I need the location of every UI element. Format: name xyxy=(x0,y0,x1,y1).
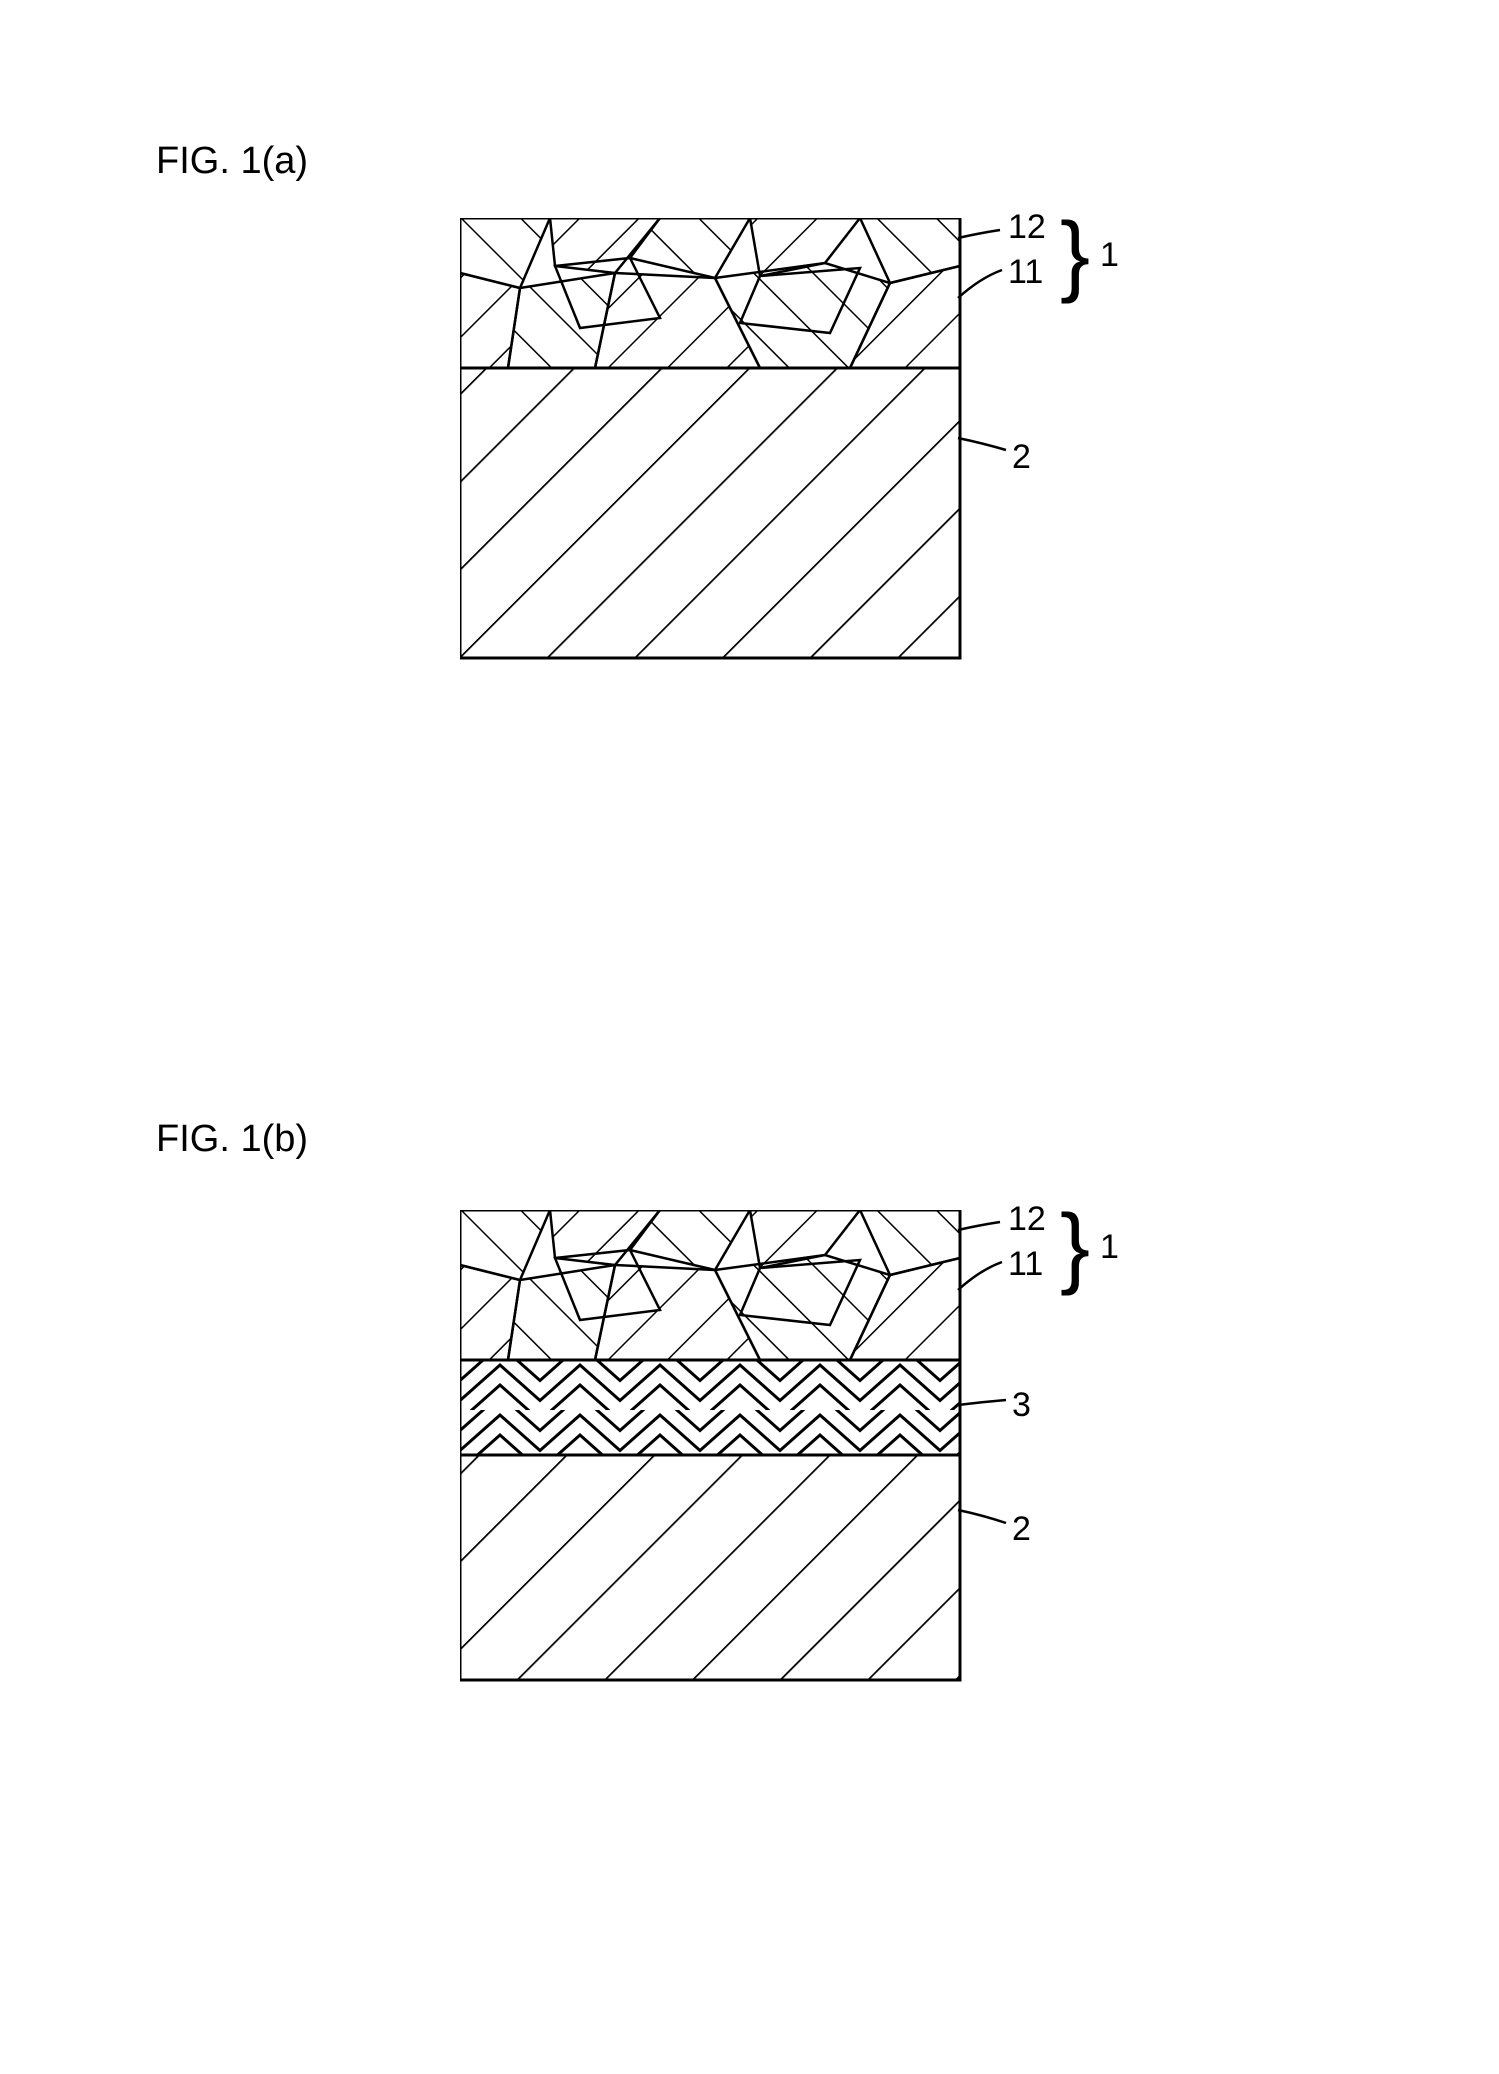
figure-b-diagram: 12 11 } 1 3 2 xyxy=(460,1210,1160,1705)
figure-a-label: FIG. 1(a) xyxy=(156,140,308,183)
annotation-12-b: 12 xyxy=(1008,1200,1046,1239)
annotation-1-b: 1 xyxy=(1100,1228,1119,1267)
annotation-2: 2 xyxy=(1012,438,1031,477)
figure-b-label: FIG. 1(b) xyxy=(156,1118,308,1161)
leader-3 xyxy=(958,1400,1006,1405)
figure-b-svg xyxy=(460,1210,1160,1700)
leader-12 xyxy=(958,230,1000,238)
layer-2-region xyxy=(460,368,960,658)
annotation-12: 12 xyxy=(1008,208,1046,247)
leader-11-b xyxy=(958,1262,1002,1290)
annotation-11-b: 11 xyxy=(1008,1245,1043,1284)
annotation-2-b: 2 xyxy=(1012,1510,1031,1549)
bracket-1-b: } xyxy=(1060,1202,1090,1292)
bracket-1: } xyxy=(1060,210,1090,300)
figure-a-svg xyxy=(460,218,1160,678)
annotation-11: 11 xyxy=(1008,253,1043,292)
leader-2 xyxy=(958,438,1006,450)
layer-3-region xyxy=(460,1360,960,1455)
layer-1-region xyxy=(460,218,960,368)
leader-12-b xyxy=(958,1222,1000,1230)
annotation-3: 3 xyxy=(1012,1386,1031,1425)
leader-11 xyxy=(958,270,1002,298)
layer-1-region-b xyxy=(460,1210,960,1360)
annotation-1: 1 xyxy=(1100,236,1119,275)
leader-2-b xyxy=(958,1510,1006,1523)
layer-2-region-b xyxy=(460,1455,960,1680)
figure-a-diagram: 12 11 } 1 2 xyxy=(460,218,1160,683)
